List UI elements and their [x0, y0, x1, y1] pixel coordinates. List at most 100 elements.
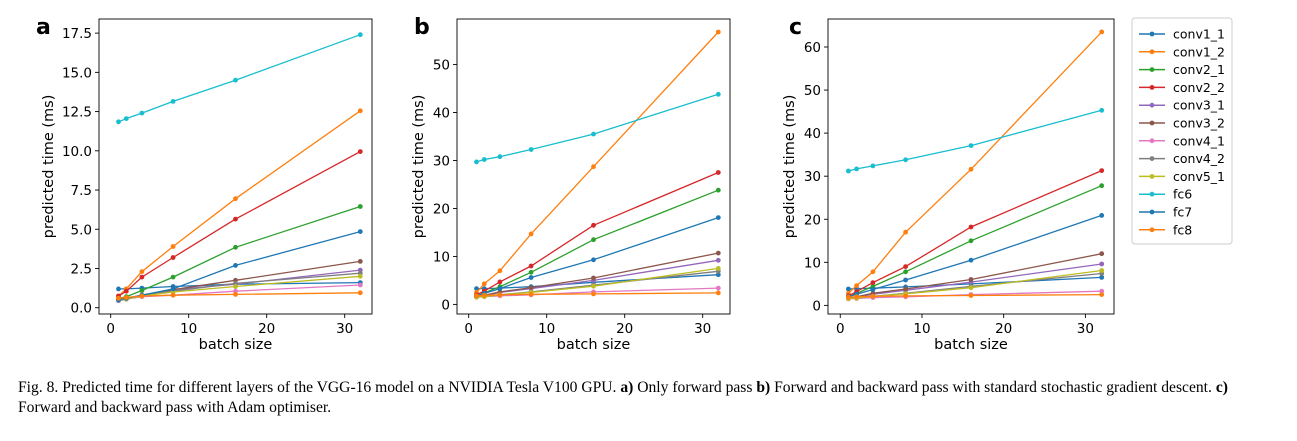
- data-point-conv2_1: [139, 288, 145, 293]
- data-point-conv2_2: [170, 255, 176, 260]
- data-point-conv1_2: [968, 166, 974, 172]
- caption-c-text: Forward and backward pass with Adam opti…: [18, 399, 332, 416]
- data-point-conv2_2: [123, 288, 129, 294]
- series-line-conv1_2: [118, 110, 361, 297]
- data-point-fc8: [903, 293, 908, 299]
- data-point-conv2_2: [528, 263, 534, 269]
- figure-caption: Fig. 8. Predicted time for different lay…: [18, 378, 1280, 418]
- data-point-conv3_2: [968, 277, 974, 282]
- y-tick-label: 30: [804, 169, 821, 185]
- legend-label: conv2_2: [1173, 80, 1225, 95]
- y-tick-label: 20: [433, 201, 450, 217]
- data-point-conv2_1: [1099, 183, 1105, 189]
- data-point-fc7: [903, 277, 908, 283]
- legend-frame: [1131, 17, 1233, 245]
- legend-swatch-marker: [1149, 138, 1155, 144]
- legend-label: conv2_1: [1173, 62, 1225, 77]
- y-tick-label: 40: [433, 106, 450, 122]
- data-point-conv1_2: [528, 231, 534, 237]
- data-point-fc8: [357, 290, 363, 296]
- data-point-fc8: [715, 290, 721, 296]
- x-axis-label: batch size: [934, 337, 1008, 353]
- data-point-conv1_1: [846, 286, 851, 292]
- data-point-fc8: [591, 291, 596, 297]
- caption-b-label: b): [756, 379, 771, 396]
- series-line-fc6: [118, 34, 361, 123]
- data-point-conv2_1: [903, 269, 908, 275]
- data-point-fc6: [474, 159, 479, 165]
- y-tick-label: 50: [804, 83, 821, 99]
- data-point-conv2_2: [715, 170, 721, 175]
- y-tick-label: 2.5: [71, 261, 92, 277]
- data-point-fc8: [528, 291, 534, 297]
- data-point-conv3_2: [715, 250, 721, 256]
- x-tick-label: 20: [616, 321, 633, 337]
- y-tick-label: 7.5: [71, 183, 92, 199]
- data-point-fc6: [357, 32, 363, 38]
- data-point-fc8: [481, 292, 487, 298]
- data-point-conv4_1: [357, 282, 363, 288]
- data-point-fc7: [968, 257, 974, 263]
- data-point-fc6: [968, 143, 974, 149]
- data-point-fc7: [170, 286, 176, 292]
- data-point-conv3_1: [715, 257, 721, 263]
- data-point-fc8: [116, 295, 121, 301]
- data-point-conv5_1: [1099, 268, 1105, 273]
- legend-item: conv5_1: [1139, 169, 1225, 184]
- legend-item: fc6: [1139, 187, 1192, 202]
- y-tick-label: 12.5: [62, 105, 92, 121]
- x-tick-label: 10: [180, 321, 197, 337]
- data-point-fc8: [1099, 292, 1105, 297]
- legend-swatch-marker: [1149, 174, 1155, 179]
- chart-panel-c: c 0 10 20 30 0 10 20 30 40 50 60 batch size predicted…: [782, 15, 1115, 353]
- axes-frame: [456, 18, 731, 315]
- axes-frame: [827, 18, 1115, 315]
- x-tick-label: 10: [538, 321, 555, 337]
- legend-label: conv3_1: [1173, 98, 1225, 113]
- data-point-conv2_1: [170, 274, 176, 280]
- data-point-conv1_2: [591, 164, 596, 170]
- data-point-fc6: [846, 168, 851, 174]
- legend-item: conv1_2: [1139, 44, 1225, 59]
- data-point-conv1_2: [903, 229, 908, 235]
- legend-item: conv2_1: [1139, 62, 1225, 77]
- data-point-conv1_2: [715, 29, 721, 35]
- y-tick-label: 17.5: [62, 26, 92, 42]
- legend-item: conv1_1: [1139, 27, 1225, 42]
- x-tick-label: 0: [106, 321, 115, 337]
- data-point-fc6: [903, 157, 908, 163]
- legend-item: fc7: [1139, 205, 1192, 220]
- data-point-fc6: [715, 91, 721, 97]
- legend-swatch-marker: [1149, 156, 1155, 162]
- y-tick-label: 15.0: [62, 65, 92, 81]
- data-point-conv4_1: [1099, 288, 1105, 294]
- series-line-fc7: [476, 216, 719, 297]
- data-point-fc8: [846, 294, 851, 300]
- data-point-conv3_2: [357, 259, 363, 264]
- data-point-conv2_1: [591, 237, 596, 243]
- data-point-conv1_2: [481, 281, 487, 287]
- legend-label: fc8: [1173, 222, 1192, 237]
- legend-item: conv4_2: [1139, 151, 1225, 166]
- data-point-fc7: [870, 287, 876, 292]
- legend-label: conv1_2: [1173, 44, 1225, 59]
- data-point-conv1_2: [170, 244, 176, 249]
- y-tick-label: 5.0: [71, 222, 92, 238]
- series-line-conv1_2: [476, 31, 719, 293]
- y-tick-label: 10: [433, 249, 450, 265]
- x-tick-label: 0: [464, 321, 473, 337]
- data-point-conv4_1: [715, 285, 721, 291]
- series-line-conv2_1: [848, 185, 1102, 298]
- panel-label: c: [789, 15, 802, 40]
- data-point-conv5_1: [715, 266, 721, 271]
- data-point-conv2_2: [1099, 168, 1105, 174]
- chart-panel-a: a 0 10 20 30 0.0 2.5 5.0 7.5 10.0 12.5 15.0 17.5 batc…: [36, 15, 373, 353]
- x-tick-label: 20: [995, 321, 1012, 337]
- data-point-conv2_2: [139, 274, 145, 280]
- legend-label: fc7: [1173, 205, 1192, 220]
- panel-label: b: [414, 15, 430, 40]
- legend-label: conv4_1: [1173, 133, 1225, 148]
- legend-swatch-marker: [1149, 67, 1155, 72]
- series-line-conv1_2: [847, 31, 1103, 294]
- legend-label: conv4_2: [1173, 151, 1225, 166]
